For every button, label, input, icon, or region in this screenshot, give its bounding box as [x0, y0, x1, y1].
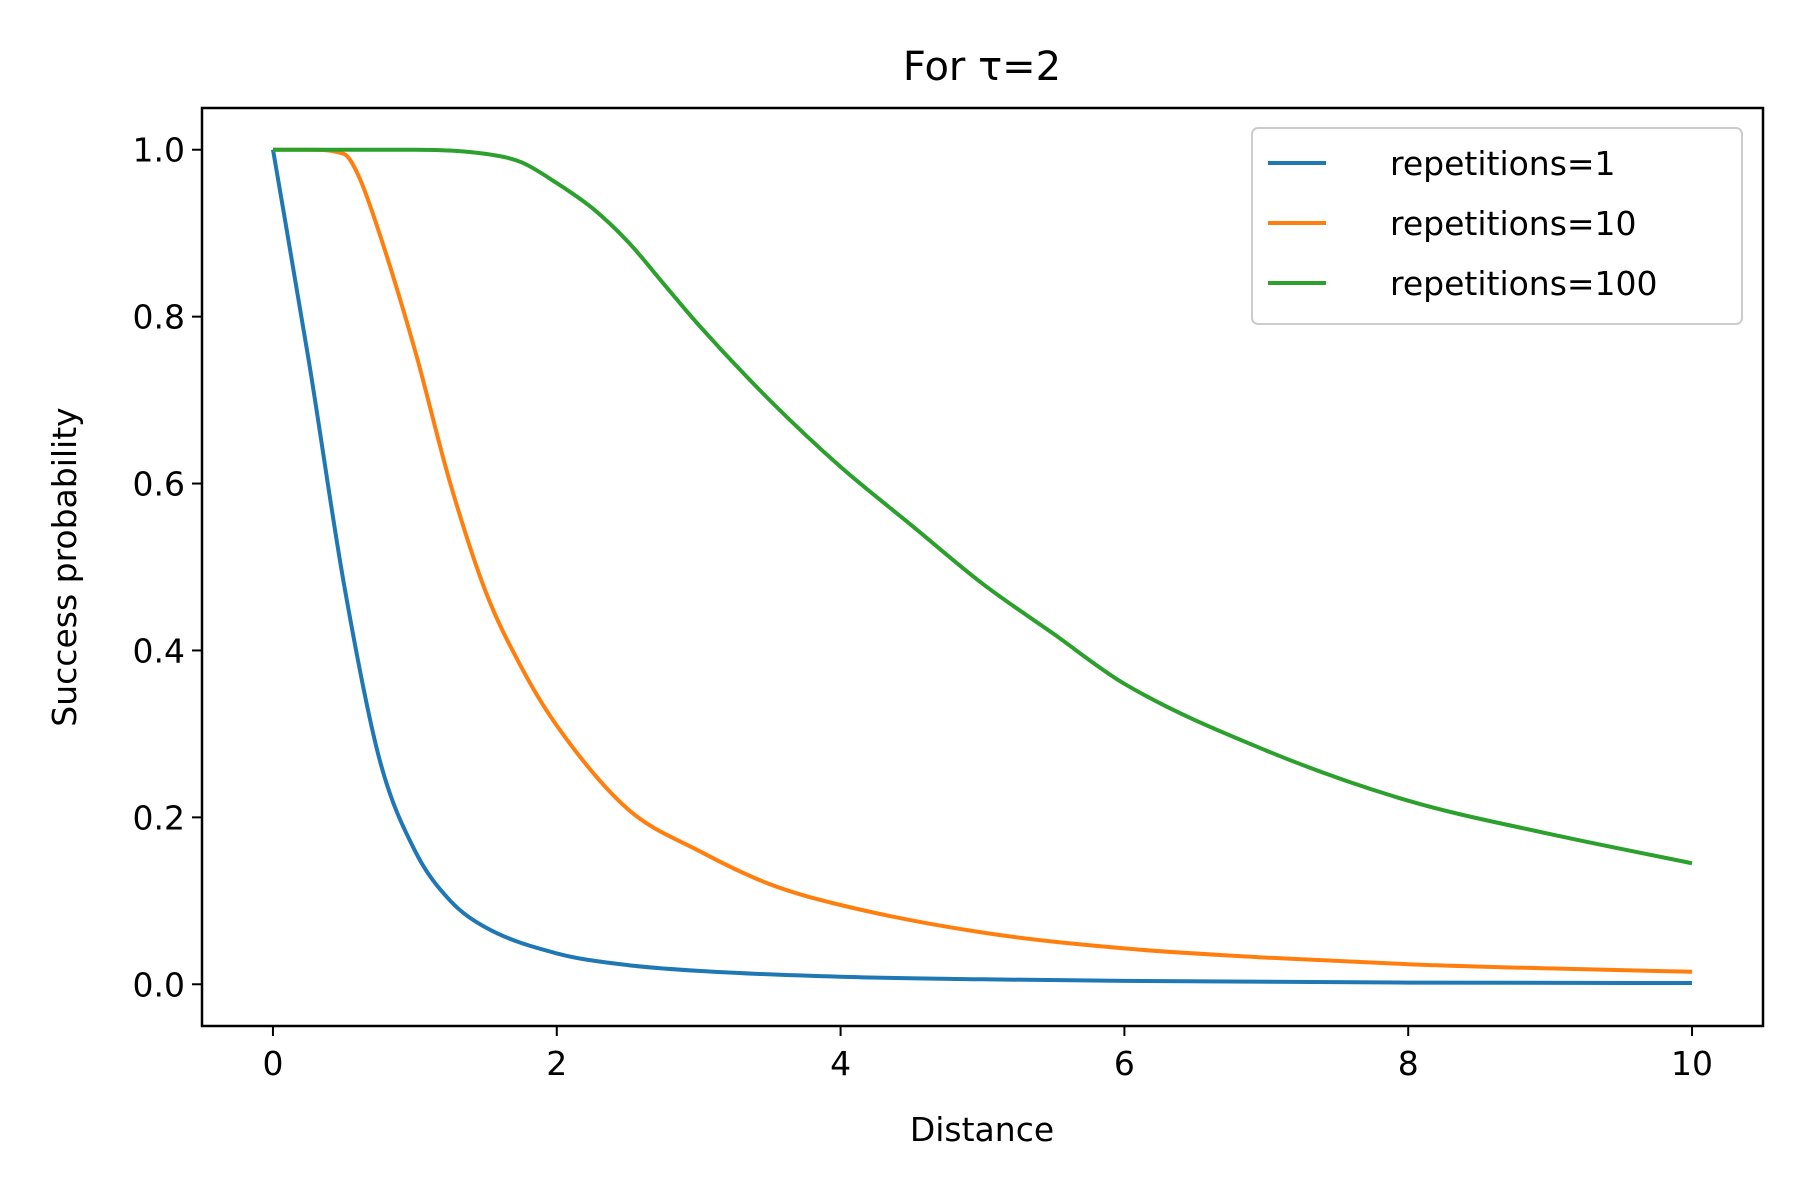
x-tick-label: 6: [1114, 1044, 1135, 1083]
series-line-1: [271, 149, 1693, 985]
y-tick-label: 0.2: [133, 798, 185, 837]
y-tick-label: 1.0: [133, 131, 185, 170]
x-tick-label: 10: [1671, 1044, 1713, 1083]
y-axis-label: Success probability: [45, 407, 84, 726]
y-axis: 0.0 0.2 0.4 0.6 0.8 1.0: [133, 131, 202, 1004]
legend: repetitions=1 repetitions=10 repetitions=1…: [1251, 127, 1743, 325]
chart-title: For τ=2: [903, 44, 1061, 90]
y-tick-label: 0.6: [133, 465, 185, 504]
legend-label: repetitions=1: [1390, 144, 1616, 183]
legend-label: repetitions=100: [1390, 264, 1658, 303]
series-line-3: [272, 147, 1693, 866]
legend-box: [1251, 127, 1743, 325]
x-tick-label: 0: [262, 1044, 283, 1083]
axes-frame: [200, 106, 1765, 1028]
x-tick-label: 2: [546, 1044, 567, 1083]
series-line-2: [272, 147, 1693, 974]
x-tick-label: 8: [1398, 1044, 1419, 1083]
x-axis: 0 2 4 6 8 10: [262, 1026, 1713, 1083]
x-axis-label: Distance: [910, 1110, 1054, 1149]
y-tick-label: 0.4: [133, 631, 185, 670]
plot-area: [271, 147, 1693, 985]
y-tick-label: 0.8: [133, 298, 185, 337]
legend-label: repetitions=10: [1390, 204, 1637, 243]
x-tick-label: 4: [830, 1044, 851, 1083]
y-tick-label: 0.0: [133, 965, 185, 1004]
